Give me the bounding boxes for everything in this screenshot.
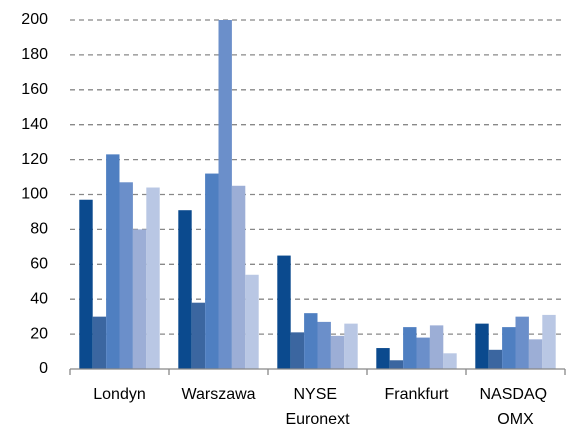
label-line: NYSE	[293, 386, 341, 403]
x-tick-label: Londyn	[93, 386, 146, 403]
bar	[528, 339, 543, 369]
bar	[376, 348, 390, 369]
bar	[330, 335, 345, 369]
bar	[146, 187, 160, 369]
bar	[475, 323, 489, 369]
label-line: Londyn	[93, 386, 146, 403]
label-line: NASDAQ	[479, 386, 551, 403]
bar	[304, 313, 318, 369]
bar	[245, 274, 259, 369]
bar	[231, 185, 246, 369]
y-tick-label: 80	[30, 221, 48, 238]
bar	[344, 323, 358, 369]
y-tick-label: 100	[21, 186, 48, 203]
bar	[218, 20, 232, 369]
y-tick-label: 200	[21, 11, 48, 28]
bar	[119, 182, 133, 369]
x-tick-label: NYSE Euronext	[285, 386, 350, 428]
x-tick-label: Frankfurt	[384, 386, 449, 403]
x-tick-label: Warszawa	[181, 386, 255, 403]
bar	[542, 314, 556, 369]
label-line: OMX	[497, 411, 534, 428]
bar	[317, 321, 331, 369]
x-tick-label: NASDAQ OMX	[479, 386, 551, 428]
bar	[515, 316, 529, 369]
bar	[79, 199, 93, 369]
bar	[178, 210, 192, 369]
label-line: Frankfurt	[384, 386, 449, 403]
y-tick-label: 140	[21, 116, 48, 133]
bar	[277, 255, 291, 369]
label-line: Euronext	[285, 411, 350, 428]
bar	[443, 353, 457, 369]
y-tick-label: 0	[39, 360, 48, 377]
bar	[502, 327, 516, 369]
bar	[416, 337, 430, 369]
y-tick-label: 60	[30, 256, 48, 273]
y-tick-label: 160	[21, 81, 48, 98]
y-tick-label: 120	[21, 151, 48, 168]
bar	[106, 154, 120, 369]
bar	[132, 229, 147, 369]
bar	[429, 325, 444, 369]
bar	[290, 332, 305, 369]
bar	[389, 360, 404, 369]
bar	[403, 327, 417, 369]
bar	[205, 173, 219, 369]
y-tick-label: 180	[21, 46, 48, 63]
label-line: Warszawa	[181, 386, 255, 403]
y-tick-label: 40	[30, 290, 48, 307]
bar	[488, 349, 503, 369]
y-tick-label: 20	[30, 325, 48, 342]
bar	[92, 316, 107, 369]
bar	[191, 302, 206, 369]
